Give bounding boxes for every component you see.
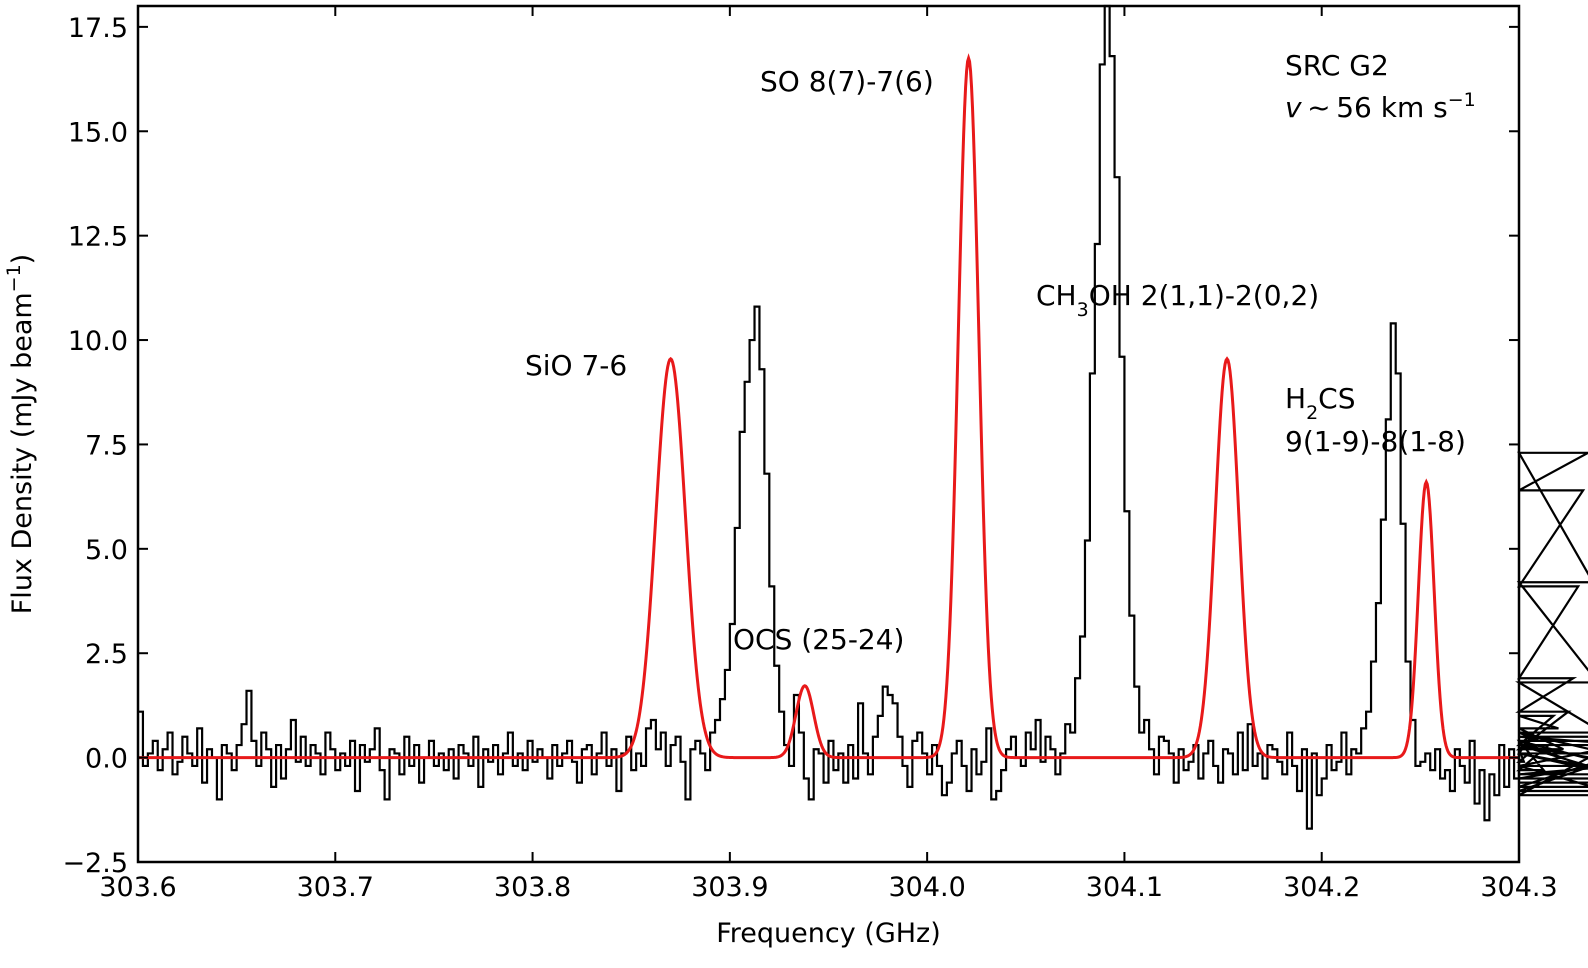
y-tick-label: −2.5 <box>62 848 128 879</box>
y-tick-label: 17.5 <box>68 13 128 44</box>
annotation-vel: v ~ 56 km s−1 <box>1285 89 1476 124</box>
x-tick-label: 304.2 <box>1283 872 1360 903</box>
x-tick-label: 303.8 <box>494 872 571 903</box>
annotation-sio: SiO 7-6 <box>525 349 627 382</box>
gaussian-fit-line <box>138 53 1519 760</box>
x-tick-label: 303.9 <box>691 872 768 903</box>
y-axis-label: Flux Density (mJy beam−1) <box>3 254 38 614</box>
y-tick-label: 5.0 <box>85 535 128 566</box>
y-tick-label: 10.0 <box>68 326 128 357</box>
x-tick-label: 303.6 <box>99 872 176 903</box>
annotation-so: SO 8(7)-7(6) <box>760 65 934 98</box>
y-tick-label: 0.0 <box>85 744 128 775</box>
x-tick-label: 304.3 <box>1480 872 1557 903</box>
annotation-ocs: OCS (25-24) <box>733 623 904 656</box>
annotation-src: SRC G2 <box>1285 49 1389 82</box>
spectrum-step-line <box>138 4 1588 830</box>
y-tick-label: 7.5 <box>85 430 128 461</box>
axes: 303.6 303.7 303.8 303.9 304.0 304.1 304.2 304.3… <box>3 4 1558 949</box>
y-tick-label: 15.0 <box>68 117 128 148</box>
y-tick-label: 2.5 <box>85 639 128 670</box>
x-tick-label: 303.7 <box>297 872 374 903</box>
x-axis-label: Frequency (GHz) <box>716 918 941 949</box>
y-tick-label: 12.5 <box>68 222 128 253</box>
line-annotations: SiO 7-6 OCS (25-24) SO 8(7)-7(6) CH3OH 2(1,… <box>525 49 1476 656</box>
annotation-ch3oh: CH3OH 2(1,1)-2(0,2) <box>1036 279 1319 321</box>
x-tick-label: 304.0 <box>888 872 965 903</box>
annotation-h2cs-2: 9(1-9)-8(1-8) <box>1285 425 1466 458</box>
plot-frame <box>136 4 1521 864</box>
x-tick-label: 304.1 <box>1086 872 1163 903</box>
annotation-h2cs-1: H2CS <box>1285 382 1355 424</box>
plot-marks <box>138 4 1588 830</box>
